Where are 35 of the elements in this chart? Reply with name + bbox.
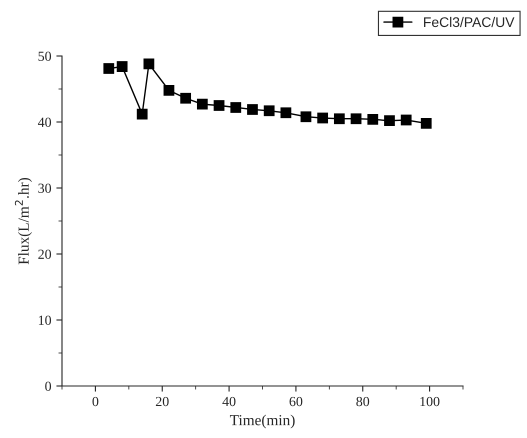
point: [103, 63, 114, 74]
point: [247, 104, 258, 115]
point: [317, 112, 328, 124]
point: [350, 113, 362, 124]
point: [136, 108, 148, 120]
y-tick-label: 30: [38, 184, 52, 193]
point: [144, 58, 154, 70]
x-tick-label: 0: [92, 396, 98, 406]
point: [280, 107, 292, 118]
x-tick-label: 100: [420, 396, 440, 406]
point: [400, 114, 412, 126]
point: [300, 111, 312, 122]
x-tick-label: 60: [290, 396, 302, 406]
y-axis-title: Flux(L/m$^{2}$.hr): [14, 178, 32, 264]
point: [384, 115, 395, 126]
y-tick-label: 20: [38, 250, 52, 259]
point: [180, 92, 192, 104]
y-tick-label: 50: [38, 52, 52, 61]
point: [264, 105, 275, 116]
point: [164, 84, 174, 96]
point: [334, 113, 345, 124]
legend-label: FeCl3/PAC/UV: [424, 16, 514, 28]
y-tick-label: 0: [45, 382, 52, 391]
x-tick-label: 40: [222, 396, 236, 406]
point: [116, 61, 128, 72]
point: [230, 102, 242, 113]
x-tick-label: 80: [356, 396, 370, 406]
y-tick-label: 40: [38, 118, 52, 127]
point: [214, 100, 224, 111]
y-tick-label: 10: [38, 316, 52, 325]
x-tick-label: 20: [156, 396, 169, 406]
x-axis-title: Time(min): [230, 414, 295, 428]
point: [367, 114, 378, 125]
point: [420, 118, 432, 129]
point: [196, 98, 208, 110]
